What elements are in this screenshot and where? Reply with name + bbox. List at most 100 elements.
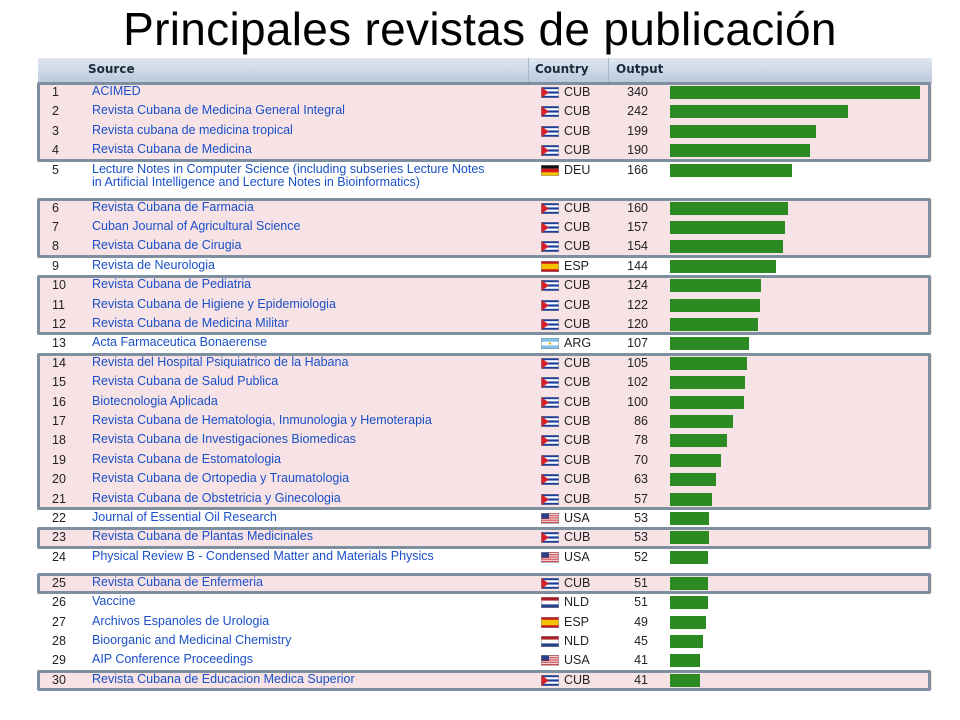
- source-link[interactable]: ACIMED: [92, 84, 141, 98]
- rank-cell: 12: [52, 317, 66, 331]
- output-bar: [670, 576, 708, 590]
- source-link[interactable]: Archivos Espanoles de Urologia: [92, 613, 270, 628]
- header-output[interactable]: Output: [616, 62, 664, 76]
- output-value: 86: [634, 414, 648, 428]
- rank-cell: 20: [52, 472, 66, 487]
- rank-cell: 23: [52, 530, 66, 545]
- table-row: 15 Revista Cubana de Salud Publica CUB 102: [38, 373, 932, 393]
- table-row: 22 Journal of Essential Oil Research USA 53: [38, 509, 932, 529]
- source-link[interactable]: Revista Cubana de Pediatria: [92, 277, 252, 292]
- source-link[interactable]: Revista Cubana de Salud Publica: [92, 374, 279, 389]
- rank-cell: 21: [52, 491, 66, 506]
- source-link[interactable]: Revista Cubana de Medicina General Integ…: [92, 103, 345, 118]
- netherlands-flag-icon: [541, 636, 559, 647]
- rank-cell: 16: [52, 394, 66, 409]
- output-value: 144: [627, 258, 648, 273]
- source-link[interactable]: Revista Cubana de Enfermeria: [92, 574, 263, 589]
- country-cell: CUB: [564, 85, 591, 99]
- cuba-flag-icon: [541, 416, 559, 427]
- source-link[interactable]: AIP Conference Proceedings: [92, 652, 253, 667]
- source-link[interactable]: Physical Review B - Condensed Matter and…: [92, 548, 434, 563]
- source-link[interactable]: Revista Cubana de Plantas Medicinales: [92, 529, 313, 544]
- country-cell: CUB: [564, 472, 591, 487]
- rank-cell: 3: [52, 123, 59, 138]
- table-row: 18 Revista Cubana de Investigaciones Biom…: [38, 431, 932, 451]
- output-bar: [670, 550, 709, 564]
- cuba-flag-icon: [541, 241, 559, 253]
- header-country[interactable]: Country: [535, 62, 589, 76]
- source-link[interactable]: Revista Cubana de Medicina: [92, 142, 252, 157]
- source-link[interactable]: Revista Cubana de Cirugia: [92, 238, 242, 253]
- cuba-flag-icon: [541, 125, 559, 137]
- country-cell: USA: [564, 653, 590, 668]
- output-value: 51: [634, 595, 648, 610]
- source-link[interactable]: Revista Cubana de Educacion Medica Super…: [92, 671, 355, 686]
- output-bar: [670, 240, 784, 254]
- source-link[interactable]: Revista Cubana de Medicina Militar: [92, 316, 289, 330]
- output-bar: [670, 434, 728, 448]
- output-value: 41: [634, 653, 648, 668]
- source-link[interactable]: Cuban Journal of Agricultural Science: [92, 219, 301, 233]
- table-row: 24 Physical Review B - Condensed Matter a…: [38, 547, 932, 574]
- highlight-group-box: [37, 527, 931, 549]
- header-separator: [608, 58, 609, 82]
- rank-cell: 27: [52, 614, 66, 629]
- table-row: 23 Revista Cubana de Plantas Medicinales C…: [38, 528, 932, 548]
- slide-title: Principales revistas de publicación: [123, 3, 837, 55]
- source-link[interactable]: Revista de Neurologia: [92, 257, 215, 272]
- rank-cell: 4: [52, 143, 59, 158]
- source-link[interactable]: Revista del Hospital Psiquiatrico de la …: [92, 354, 349, 369]
- source-link[interactable]: Revista Cubana de Investigaciones Biomed…: [92, 432, 357, 447]
- output-bar: [670, 318, 759, 331]
- table-header: Source Country Output: [38, 58, 932, 83]
- rank-cell: 19: [52, 452, 66, 467]
- output-value: 53: [634, 511, 648, 525]
- highlight-group-box: [37, 669, 931, 692]
- source-link[interactable]: Biotecnologia Aplicada: [92, 393, 218, 408]
- output-bar: [670, 86, 920, 99]
- output-value: 51: [634, 575, 648, 590]
- source-link[interactable]: Revista cubana de medicina tropical: [92, 122, 293, 137]
- output-value: 157: [627, 220, 648, 234]
- source-link[interactable]: Lecture Notes in Computer Science (inclu…: [92, 161, 485, 189]
- cuba-flag-icon: [541, 577, 559, 589]
- country-cell: CUB: [564, 491, 591, 506]
- source-link[interactable]: Journal of Essential Oil Research: [92, 510, 277, 524]
- rank-cell: 9: [52, 258, 59, 273]
- cuba-flag-icon: [541, 532, 559, 544]
- header-source[interactable]: Source: [88, 62, 135, 76]
- source-link[interactable]: Revista Cubana de Ortopedia y Traumatolo…: [92, 471, 350, 486]
- table-row: 26 Vaccine NLD 51: [38, 593, 932, 613]
- table-row: 19 Revista Cubana de Estomatologia CUB 70: [38, 450, 932, 471]
- country-cell: CUB: [564, 575, 591, 590]
- cuba-flag-icon: [541, 493, 559, 505]
- source-link[interactable]: Revista Cubana de Higiene y Epidemiologi…: [92, 296, 336, 311]
- rank-cell: 11: [52, 297, 65, 312]
- country-cell: USA: [564, 549, 590, 564]
- table-row: 13 Acta Farmaceutica Bonaerense ARG 107: [38, 334, 932, 354]
- output-value: 242: [627, 104, 648, 119]
- cuba-flag-icon: [541, 396, 559, 408]
- cuba-flag-icon: [541, 299, 559, 311]
- netherlands-flag-icon: [541, 597, 559, 609]
- source-link[interactable]: Revista Cubana de Estomatologia: [92, 451, 282, 466]
- output-value: 166: [627, 162, 648, 177]
- country-cell: ARG: [564, 336, 592, 351]
- table-row: 4 Revista Cubana de Medicina CUB 190: [38, 141, 932, 161]
- source-link[interactable]: Revista Cubana de Obstetricia y Ginecolo…: [92, 490, 341, 505]
- source-link[interactable]: Bioorganic and Medicinal Chemistry: [92, 633, 292, 647]
- output-value: 78: [634, 433, 648, 448]
- source-link[interactable]: Revista Cubana de Farmacia: [92, 199, 254, 214]
- source-link[interactable]: Vaccine: [92, 594, 136, 609]
- rank-cell: 30: [52, 672, 66, 687]
- rank-cell: 29: [52, 653, 66, 668]
- country-cell: ESP: [564, 614, 590, 629]
- country-cell: CUB: [564, 433, 591, 448]
- output-bar: [670, 531, 709, 545]
- source-link[interactable]: Acta Farmaceutica Bonaerense: [92, 335, 268, 350]
- cuba-flag-icon: [541, 202, 559, 214]
- cuba-flag-icon: [541, 222, 559, 233]
- table-row: 5 Lecture Notes in Computer Science (incl…: [38, 160, 932, 199]
- source-link[interactable]: Revista Cubana de Hematologia, Inmunolog…: [92, 413, 432, 427]
- output-value: 41: [634, 672, 648, 687]
